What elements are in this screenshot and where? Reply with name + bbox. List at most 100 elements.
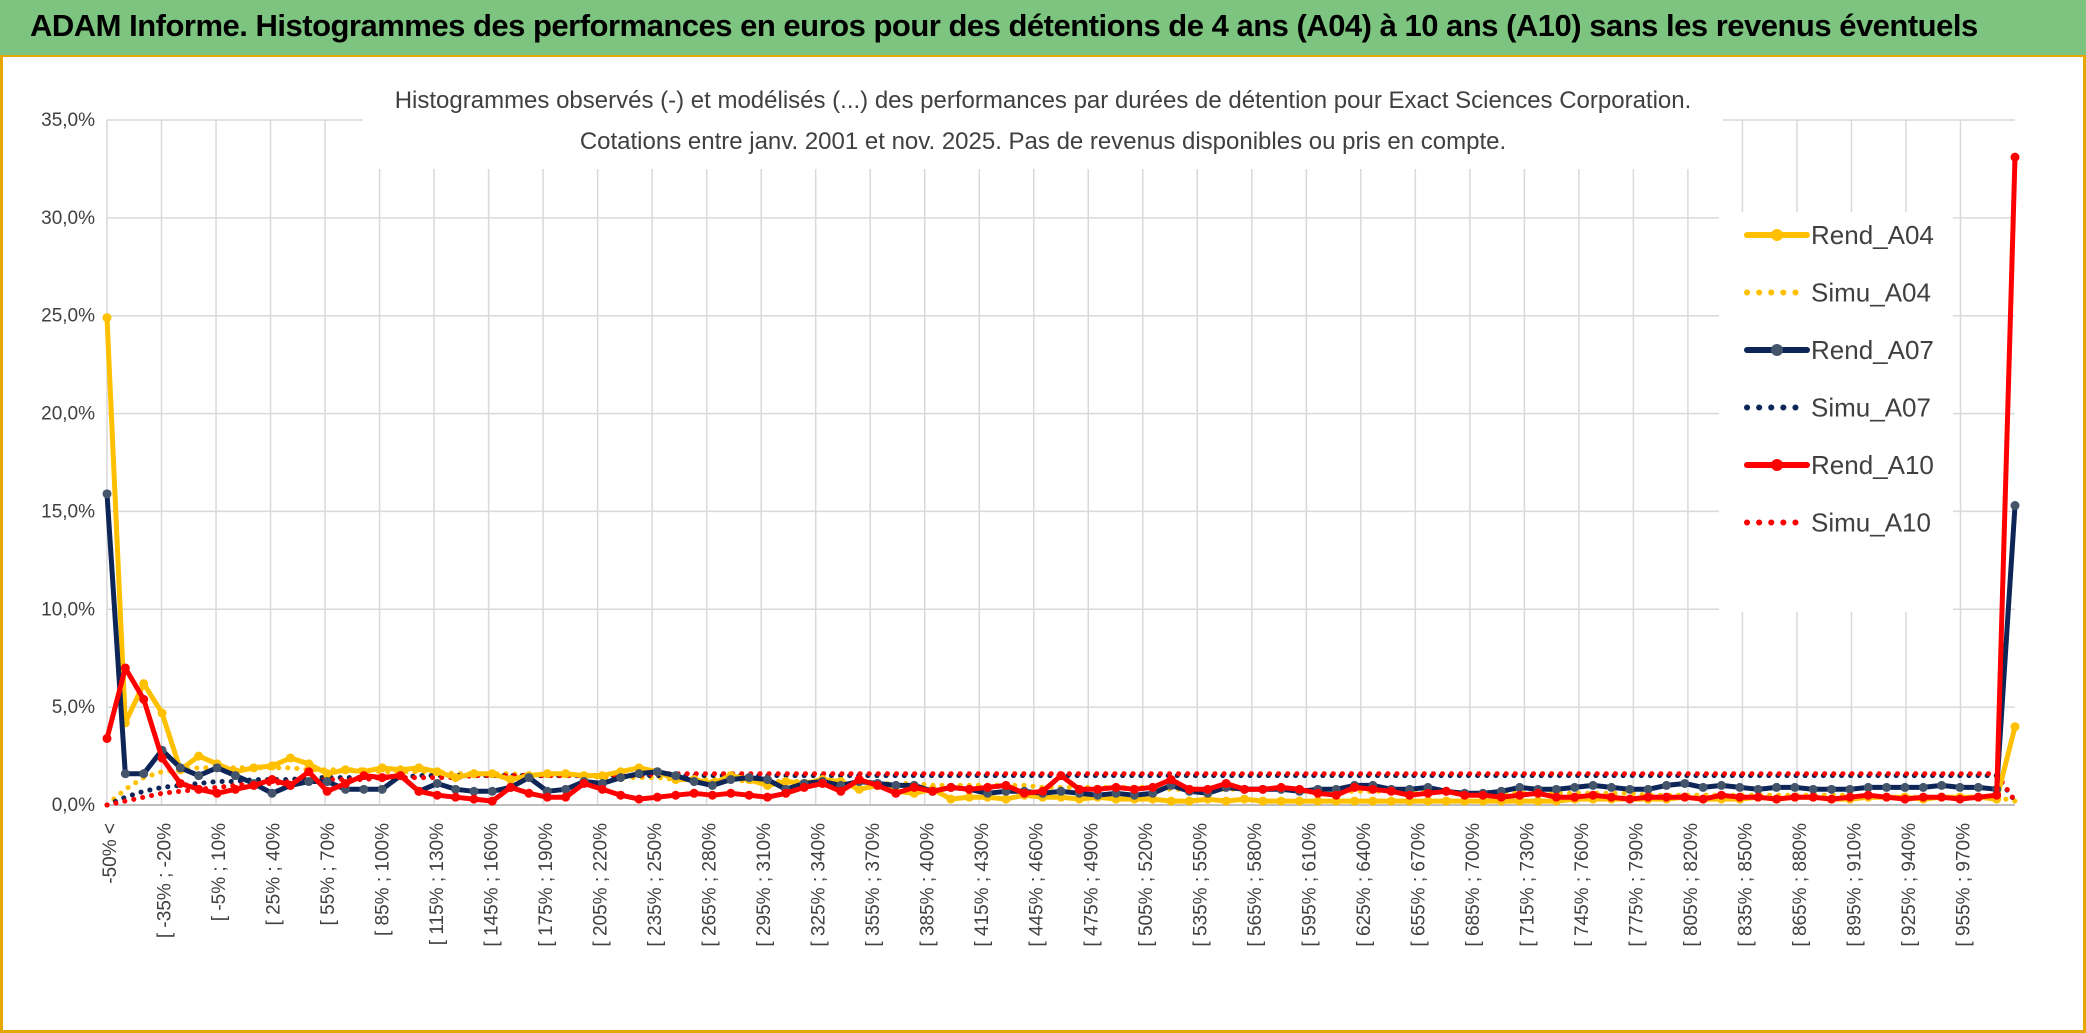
- point-Rend_A10: [1313, 788, 1323, 798]
- point-Rend_A07: [1661, 780, 1671, 790]
- point-Rend_A10: [873, 780, 883, 790]
- point-Rend_A10: [1276, 782, 1286, 792]
- point-Rend_A07: [1606, 782, 1616, 792]
- point-Rend_A10: [634, 794, 644, 804]
- point-Rend_A04: [1001, 794, 1011, 804]
- point-Rend_A10: [1038, 786, 1048, 796]
- y-tick-label: 25,0%: [41, 306, 95, 327]
- point-Rend_A10: [1643, 792, 1653, 802]
- point-Rend_A04: [285, 753, 295, 763]
- x-tick-label: [ 595% ; 610%: [1299, 823, 1320, 947]
- point-Rend_A07: [120, 769, 130, 779]
- point-Rend_A10: [304, 767, 314, 777]
- point-Rend_A10: [1111, 782, 1121, 792]
- point-Rend_A04: [1368, 796, 1378, 806]
- point-Rend_A10: [1019, 788, 1029, 798]
- x-tick-label: [ 145% ; 160%: [482, 823, 503, 947]
- point-Rend_A10: [1625, 794, 1635, 804]
- point-Rend_A10: [1331, 790, 1341, 800]
- point-Rend_A10: [744, 790, 754, 800]
- point-Rend_A07: [1827, 784, 1837, 794]
- point-Rend_A07: [304, 777, 314, 787]
- x-tick-label: [ 325% ; 340%: [809, 823, 830, 947]
- point-Rend_A10: [1423, 788, 1433, 798]
- point-Rend_A07: [671, 771, 681, 781]
- y-axis-ticks: 0,0% 5,0% 10,0% 15,0% 20,0% 25,0% 30,0% 35,0%: [41, 110, 95, 816]
- point-Rend_A04: [1441, 796, 1451, 806]
- point-Rend_A04: [1258, 796, 1268, 806]
- y-tick-label: 5,0%: [52, 697, 95, 718]
- point-Rend_A07: [744, 773, 754, 783]
- x-tick-label: [ 265% ; 280%: [700, 823, 721, 947]
- point-Rend_A10: [1827, 794, 1837, 804]
- legend-label-Rend_A07: Rend_A07: [1811, 335, 1934, 365]
- point-Rend_A10: [1716, 790, 1726, 800]
- point-Rend_A10: [359, 771, 369, 781]
- point-Rend_A10: [1790, 792, 1800, 802]
- point-Rend_A10: [1074, 784, 1084, 794]
- point-Rend_A10: [230, 784, 240, 794]
- point-Rend_A10: [1955, 794, 1965, 804]
- point-Rend_A10: [1184, 784, 1194, 794]
- x-tick-label: [ 85% ; 100%: [373, 823, 394, 936]
- point-Rend_A10: [652, 792, 662, 802]
- y-tick-label: 30,0%: [41, 208, 95, 229]
- point-Rend_A07: [1551, 784, 1561, 794]
- y-tick-label: 15,0%: [41, 501, 95, 522]
- point-Rend_A10: [1221, 778, 1231, 788]
- x-tick-label: [ 835% ; 850%: [1735, 823, 1756, 947]
- point-Rend_A04: [781, 777, 791, 787]
- point-Rend_A10: [487, 796, 497, 806]
- point-Rend_A04: [964, 792, 974, 802]
- point-Rend_A10: [726, 788, 736, 798]
- point-Rend_A10: [1900, 794, 1910, 804]
- point-Rend_A07: [432, 778, 442, 788]
- point-Rend_A07: [1753, 784, 1763, 794]
- report-title: ADAM Informe. Histogrammes des performan…: [30, 8, 1978, 43]
- point-Rend_A07: [175, 763, 185, 773]
- point-Rend_A10: [891, 788, 901, 798]
- point-Rend_A10: [1496, 792, 1506, 802]
- point-Rend_A10: [1001, 780, 1011, 790]
- point-Rend_A04: [432, 767, 442, 777]
- legend-label-Rend_A10: Rend_A10: [1811, 450, 1934, 480]
- point-Rend_A10: [1368, 784, 1378, 794]
- point-Rend_A07: [524, 773, 534, 783]
- point-Rend_A10: [1570, 792, 1580, 802]
- y-tick-label: 20,0%: [41, 404, 95, 425]
- point-Rend_A04: [304, 759, 314, 769]
- point-Rend_A10: [506, 782, 516, 792]
- point-Rend_A04: [1386, 796, 1396, 806]
- x-tick-label: [ 865% ; 880%: [1790, 823, 1811, 947]
- point-Rend_A10: [120, 663, 130, 673]
- point-Rend_A10: [909, 782, 919, 792]
- x-tick-label: [ 565% ; 580%: [1245, 823, 1266, 947]
- point-Rend_A10: [1937, 792, 1947, 802]
- point-Rend_A07: [1772, 782, 1781, 792]
- point-Rend_A07: [102, 489, 112, 499]
- point-Rend_A10: [1772, 794, 1781, 804]
- point-Rend_A07: [689, 777, 699, 787]
- point-Rend_A10: [2010, 152, 2020, 162]
- x-tick-label: [ 385% ; 400%: [918, 823, 939, 947]
- point-Rend_A07: [469, 786, 479, 796]
- point-Rend_A07: [139, 769, 149, 779]
- point-Rend_A07: [230, 771, 240, 781]
- legend-label-Simu_A07: Simu_A07: [1811, 393, 1931, 423]
- point-Rend_A10: [542, 792, 552, 802]
- point-Rend_A04: [341, 765, 350, 775]
- x-tick-label: [ 745% ; 760%: [1572, 823, 1593, 947]
- y-tick-label: 0,0%: [52, 795, 95, 816]
- point-Rend_A10: [524, 788, 534, 798]
- point-Rend_A04: [414, 763, 424, 773]
- gridlines: [106, 119, 2015, 806]
- point-Rend_A04: [322, 769, 332, 779]
- point-Rend_A10: [1992, 790, 2002, 800]
- chart-subtitle: Cotations entre janv. 2001 et nov. 2025.…: [580, 128, 1506, 155]
- point-Rend_A10: [1295, 784, 1304, 794]
- point-Rend_A04: [469, 769, 479, 779]
- point-Rend_A10: [1203, 784, 1213, 794]
- legend-marker-Rend_A07: [1771, 344, 1783, 356]
- point-Rend_A10: [781, 788, 791, 798]
- point-Rend_A10: [799, 782, 809, 792]
